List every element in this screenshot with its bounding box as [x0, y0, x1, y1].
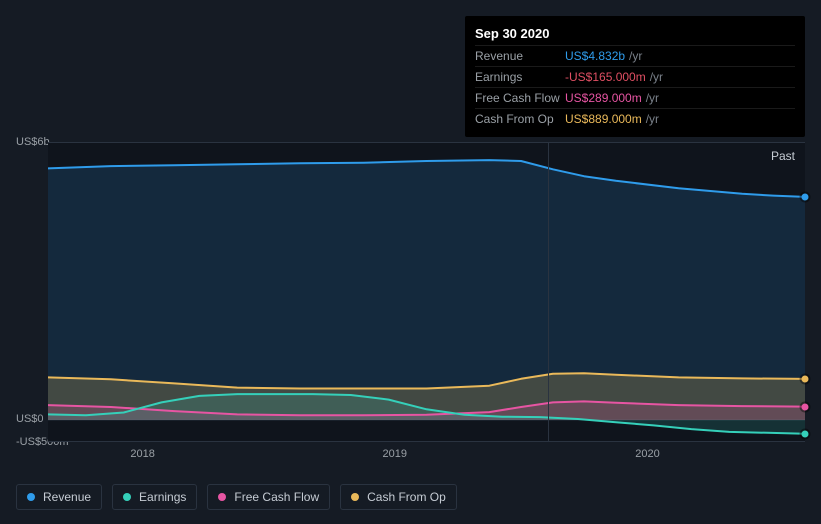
legend-item[interactable]: Earnings — [112, 484, 197, 510]
legend-label: Revenue — [43, 490, 91, 504]
tooltip-row-suffix: /yr — [646, 112, 659, 126]
x-axis-tick: 2020 — [635, 448, 659, 460]
legend-item[interactable]: Revenue — [16, 484, 102, 510]
legend-dot-icon — [218, 493, 226, 501]
tooltip-row-label: Revenue — [475, 49, 565, 63]
tooltip-row: RevenueUS$4.832b/yr — [475, 45, 795, 66]
legend-dot-icon — [123, 493, 131, 501]
x-axis-tick: 2018 — [130, 448, 154, 460]
tooltip-row-value: US$4.832b — [565, 49, 625, 63]
legend-dot-icon — [27, 493, 35, 501]
legend-label: Free Cash Flow — [234, 490, 319, 504]
tooltip-row: Earnings-US$165.000m/yr — [475, 66, 795, 87]
tooltip-row: Cash From OpUS$889.000m/yr — [475, 108, 795, 129]
y-axis-tick: US$0 — [16, 413, 44, 425]
series-end-dot — [802, 375, 809, 382]
tooltip-row-value: -US$165.000m — [565, 70, 646, 84]
series-end-dot — [802, 430, 809, 437]
x-axis-tick: 2019 — [382, 448, 406, 460]
legend-label: Cash From Op — [367, 490, 446, 504]
chart-svg — [48, 143, 805, 443]
chart-marker-line — [548, 143, 549, 441]
tooltip-row-value: US$889.000m — [565, 112, 642, 126]
tooltip-row-suffix: /yr — [650, 70, 663, 84]
y-axis-tick: US$6b — [16, 136, 50, 148]
tooltip-row-label: Earnings — [475, 70, 565, 84]
tooltip-row-suffix: /yr — [629, 49, 642, 63]
chart-tooltip: Sep 30 2020 RevenueUS$4.832b/yrEarnings-… — [465, 16, 805, 137]
series-end-dot — [802, 403, 809, 410]
tooltip-row-label: Free Cash Flow — [475, 91, 565, 105]
tooltip-row-label: Cash From Op — [475, 112, 565, 126]
legend-item[interactable]: Cash From Op — [340, 484, 457, 510]
chart-legend: Revenue Earnings Free Cash Flow Cash From O… — [16, 484, 457, 510]
legend-label: Earnings — [139, 490, 186, 504]
tooltip-row: Free Cash FlowUS$289.000m/yr — [475, 87, 795, 108]
legend-item[interactable]: Free Cash Flow — [207, 484, 330, 510]
tooltip-row-suffix: /yr — [646, 91, 659, 105]
chart-plot-area[interactable]: Past — [48, 142, 805, 442]
legend-dot-icon — [351, 493, 359, 501]
tooltip-title: Sep 30 2020 — [475, 22, 795, 45]
series-end-dot — [802, 193, 809, 200]
tooltip-row-value: US$289.000m — [565, 91, 642, 105]
